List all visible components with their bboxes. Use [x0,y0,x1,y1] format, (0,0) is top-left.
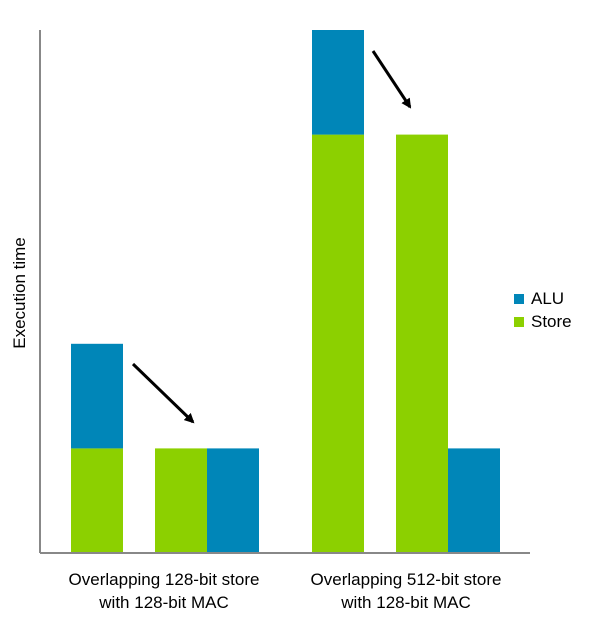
bar-group-2-bar-3-alu [448,448,500,553]
bar-group-2-bar-1-store [312,134,364,553]
x-tick-label-group-2-line-1: Overlapping 512-bit store [311,570,502,589]
annotations-layer [131,50,412,424]
bar-group-2-bar-2-store [396,134,448,553]
legend-swatch-store [514,317,524,327]
legend-label-store: Store [531,312,572,331]
x-tick-label-group-2-line-2: with 128-bit MAC [340,593,470,612]
x-tick-label-group-1-line-2: with 128-bit MAC [98,593,228,612]
x-tick-labels: Overlapping 128-bit store with 128-bit M… [69,570,502,612]
bar-group-1-bar-1-store [71,448,123,553]
arrow-annotation-2 [371,50,412,109]
bar-group-2-bar-1-alu [312,30,364,135]
arrow-annotation-1 [131,362,195,424]
bars-layer [71,30,500,553]
legend-swatch-alu [514,294,524,304]
legend: ALU Store [514,289,572,331]
legend-label-alu: ALU [531,289,564,308]
bar-group-1-bar-3-alu [207,448,259,553]
y-axis-title: Execution time [10,237,29,349]
bar-group-1-bar-1-alu [71,343,123,449]
x-tick-label-group-1-line-1: Overlapping 128-bit store [69,570,260,589]
bar-group-1-bar-2-store [155,448,207,553]
